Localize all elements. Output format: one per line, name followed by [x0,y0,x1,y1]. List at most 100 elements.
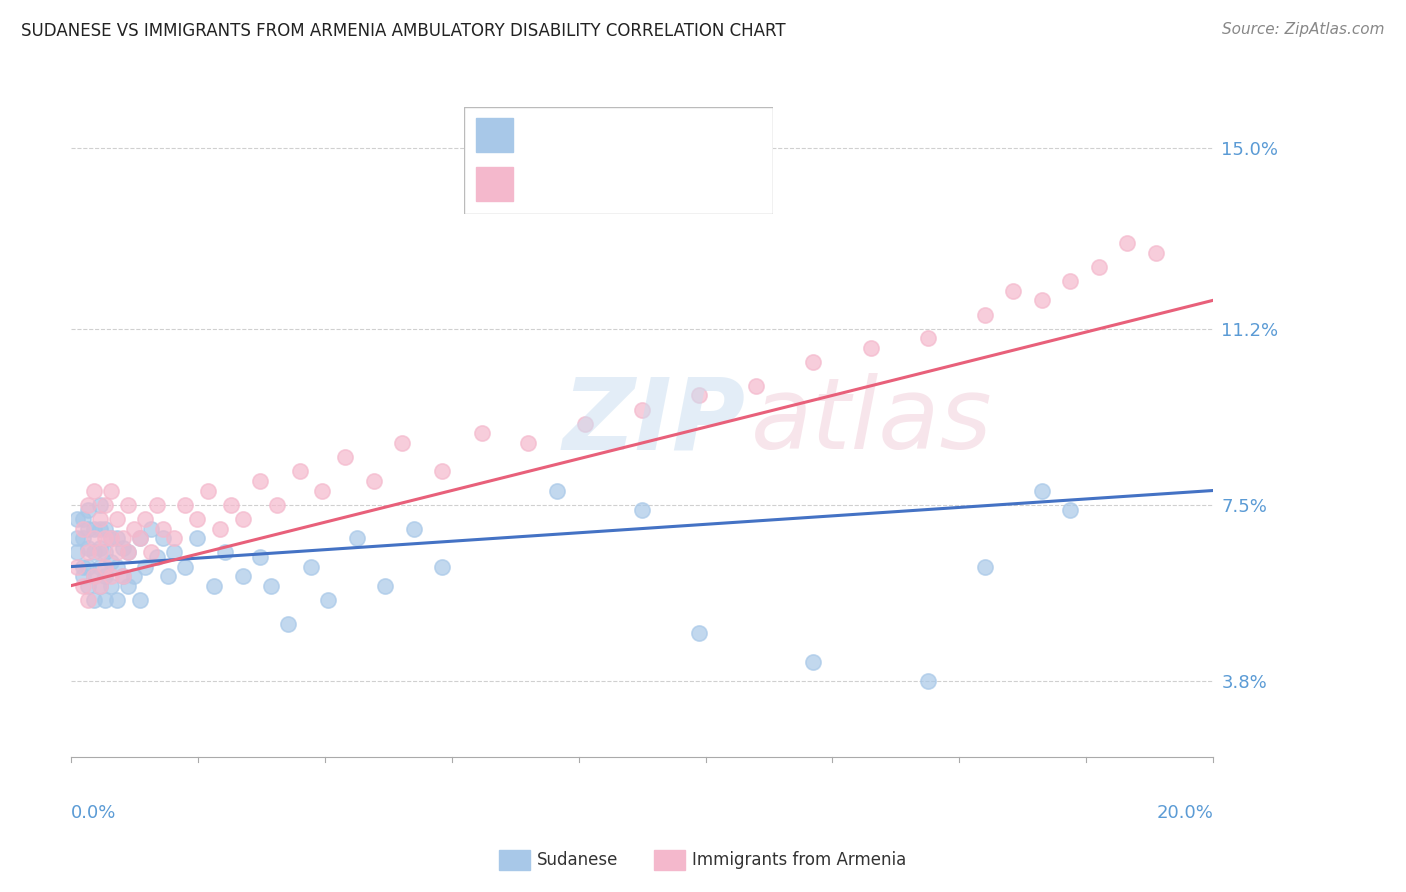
Point [174,559,197,574]
Text: 20.0%: 20.0% [1156,805,1213,822]
Point [214,545,236,559]
Point [277,616,299,631]
Point [77,592,100,607]
Point [105,512,128,526]
Text: Sudanese: Sudanese [537,851,619,869]
Point [117,545,139,559]
Point [100,579,122,593]
Point [117,498,139,512]
Point [231,512,253,526]
Point [917,673,939,688]
Point [94,545,117,559]
Point [128,592,150,607]
Point [973,559,995,574]
Point [111,569,134,583]
Point [77,545,100,559]
Point [1002,284,1025,298]
Point [66,512,89,526]
Point [631,402,654,417]
Text: 0.0%: 0.0% [72,805,117,822]
Point [432,559,454,574]
Point [111,531,134,545]
Point [128,531,150,545]
Point [141,522,163,536]
Point [146,550,169,565]
Point [94,522,117,536]
Point [374,579,396,593]
Text: 66: 66 [690,126,713,144]
Point [134,512,156,526]
Point [128,531,150,545]
Point [391,436,413,450]
Point [917,331,939,345]
Point [402,522,425,536]
Point [803,655,825,669]
Point [105,592,128,607]
Text: 0.562: 0.562 [567,175,619,193]
Text: atlas: atlas [751,373,993,470]
Point [83,483,105,498]
Point [83,522,105,536]
Text: 0.186: 0.186 [567,126,619,144]
Point [1088,260,1111,274]
Point [100,555,122,569]
Point [105,545,128,559]
Point [100,483,122,498]
Point [122,569,145,583]
Point [260,579,283,593]
Point [688,388,710,402]
Point [311,483,333,498]
Point [83,531,105,545]
Point [266,498,288,512]
Point [249,474,271,488]
Point [186,531,208,545]
Point [100,569,122,583]
Point [77,559,100,574]
Point [231,569,253,583]
FancyBboxPatch shape [464,107,773,214]
Point [219,498,242,512]
Point [89,498,111,512]
Point [72,579,94,593]
Point [94,531,117,545]
Point [346,531,368,545]
Point [316,592,339,607]
Point [546,483,568,498]
Point [141,545,163,559]
Text: SUDANESE VS IMMIGRANTS FROM ARMENIA AMBULATORY DISABILITY CORRELATION CHART: SUDANESE VS IMMIGRANTS FROM ARMENIA AMBU… [21,22,786,40]
Point [89,579,111,593]
Point [89,559,111,574]
Point [100,531,122,545]
Text: R =: R = [526,126,562,144]
Point [77,502,100,516]
Point [72,522,94,536]
Point [859,341,882,355]
Point [77,522,100,536]
Point [1059,274,1081,288]
Point [66,559,89,574]
Point [117,545,139,559]
Point [163,545,186,559]
Point [122,522,145,536]
Point [299,559,322,574]
Point [83,545,105,559]
Point [152,531,174,545]
Point [83,569,105,583]
Text: N =: N = [644,175,681,193]
Point [89,541,111,555]
Point [83,592,105,607]
Point [77,541,100,555]
Point [66,531,89,545]
Point [186,512,208,526]
Point [89,579,111,593]
Point [89,512,111,526]
Point [146,498,169,512]
Point [249,550,271,565]
Point [100,531,122,545]
Point [89,545,111,559]
Point [89,522,111,536]
Bar [477,167,513,202]
Point [163,531,186,545]
Text: Source: ZipAtlas.com: Source: ZipAtlas.com [1222,22,1385,37]
Point [94,498,117,512]
